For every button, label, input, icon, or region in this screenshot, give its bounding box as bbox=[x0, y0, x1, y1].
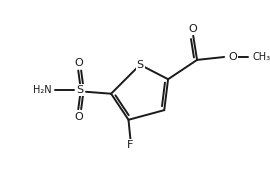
Text: CH₃: CH₃ bbox=[253, 52, 270, 62]
Text: S: S bbox=[77, 85, 84, 95]
Text: H₂N: H₂N bbox=[33, 85, 52, 95]
Text: S: S bbox=[137, 60, 144, 70]
Text: O: O bbox=[75, 58, 84, 68]
Text: O: O bbox=[228, 52, 237, 62]
Text: O: O bbox=[189, 24, 198, 34]
Text: F: F bbox=[127, 140, 134, 150]
Text: O: O bbox=[75, 112, 84, 122]
